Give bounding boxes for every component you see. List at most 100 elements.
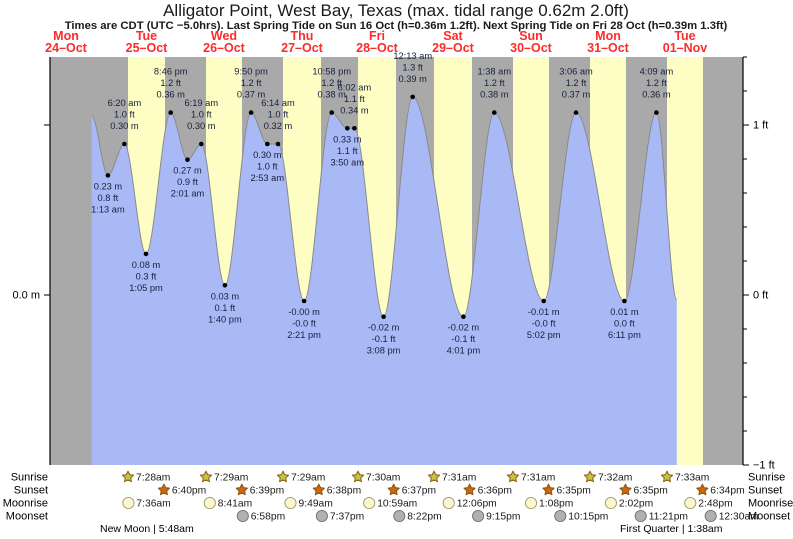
svg-text:1.2 ft: 1.2 ft [566,78,587,88]
svg-text:6:37pm: 6:37pm [402,486,436,497]
svg-text:1.2 ft: 1.2 ft [484,78,505,88]
svg-text:-0.02 m: -0.02 m [368,323,400,333]
svg-text:1.0 ft: 1.0 ft [268,110,289,120]
svg-text:0.9 ft: 0.9 ft [177,177,198,187]
svg-text:1:40 pm: 1:40 pm [208,314,242,324]
svg-text:1.2 ft: 1.2 ft [241,78,262,88]
svg-text:28–Oct: 28–Oct [356,41,399,55]
svg-text:6:11 pm: 6:11 pm [608,330,641,340]
svg-text:-0.0 ft: -0.0 ft [292,319,316,329]
svg-text:6:19 am: 6:19 am [185,98,219,108]
svg-text:Moonset: Moonset [6,511,48,523]
svg-text:0.39 m: 0.39 m [398,74,427,84]
svg-text:1.2 ft: 1.2 ft [160,78,181,88]
svg-text:Alligator Point, West Bay, Tex: Alligator Point, West Bay, Texas (max. t… [163,1,629,20]
svg-text:1.1 ft: 1.1 ft [344,94,365,104]
svg-text:Moonrise: Moonrise [748,498,793,510]
svg-text:7:31am: 7:31am [442,473,476,484]
svg-text:0.0 m: 0.0 m [12,290,40,302]
svg-text:8:41am: 8:41am [218,499,252,510]
svg-text:0.36 m: 0.36 m [156,90,185,100]
svg-text:0.08 m: 0.08 m [132,260,161,270]
svg-text:11:21pm: 11:21pm [649,512,688,523]
svg-text:6:36pm: 6:36pm [478,486,512,497]
svg-text:0.32 m: 0.32 m [264,121,293,131]
svg-text:-0.02 m: -0.02 m [448,323,480,333]
svg-text:0.38 m: 0.38 m [480,90,509,100]
svg-text:6:35pm: 6:35pm [634,486,668,497]
svg-text:1 ft: 1 ft [753,120,768,132]
svg-text:10:15pm: 10:15pm [568,512,608,523]
svg-text:6:14 am: 6:14 am [261,98,295,108]
svg-text:0.30 m: 0.30 m [187,121,216,131]
svg-text:9:49am: 9:49am [299,499,333,510]
svg-text:7:33am: 7:33am [675,473,709,484]
svg-text:4:01 pm: 4:01 pm [447,346,481,356]
svg-text:27–Oct: 27–Oct [281,41,324,55]
svg-text:7:37pm: 7:37pm [330,512,364,523]
svg-text:Sunset: Sunset [14,485,48,497]
svg-text:-0.01 m: -0.01 m [528,307,560,317]
svg-text:1:08pm: 1:08pm [539,499,573,510]
svg-text:3:06 am: 3:06 am [559,67,593,77]
svg-text:-0.00 m: -0.00 m [288,307,320,317]
svg-text:1.0 ft: 1.0 ft [114,110,135,120]
svg-text:First Quarter | 1:38am: First Quarter | 1:38am [620,523,723,535]
svg-text:7:30am: 7:30am [366,473,400,484]
svg-text:1.0 ft: 1.0 ft [257,162,278,172]
svg-text:31–Oct: 31–Oct [587,41,630,55]
svg-text:7:29am: 7:29am [214,473,248,484]
svg-text:7:36am: 7:36am [136,499,170,510]
svg-text:0.36 m: 0.36 m [642,90,671,100]
svg-text:2:48pm: 2:48pm [698,499,732,510]
svg-text:12:13 am: 12:13 am [393,51,432,61]
svg-text:-0.0 ft: -0.0 ft [532,319,556,329]
svg-text:0.0 ft: 0.0 ft [614,319,635,329]
svg-text:30–Oct: 30–Oct [510,41,553,55]
svg-text:0.3 ft: 0.3 ft [136,271,157,281]
svg-text:0.34 m: 0.34 m [340,105,369,115]
svg-text:2:21 pm: 2:21 pm [287,330,321,340]
svg-text:2:02pm: 2:02pm [619,499,653,510]
svg-text:2:01 am: 2:01 am [171,189,205,199]
svg-text:1:13 am: 1:13 am [91,204,125,214]
svg-text:1.0 ft: 1.0 ft [191,110,212,120]
svg-text:0.30 m: 0.30 m [110,121,139,131]
svg-text:New Moon | 5:48am: New Moon | 5:48am [100,523,194,535]
svg-text:0.30 m: 0.30 m [253,150,282,160]
svg-text:5:02 pm: 5:02 pm [527,330,561,340]
svg-text:0.1 ft: 0.1 ft [215,303,236,313]
svg-text:26–Oct: 26–Oct [203,41,246,55]
svg-text:3:50 am: 3:50 am [331,157,365,167]
svg-text:6:02 am: 6:02 am [338,82,372,92]
svg-text:0.27 m: 0.27 m [173,166,202,176]
svg-text:6:34pm: 6:34pm [710,486,744,497]
svg-text:9:50 pm: 9:50 pm [234,67,268,77]
svg-text:8:22pm: 8:22pm [407,512,441,523]
svg-text:0.33 m: 0.33 m [333,134,362,144]
svg-text:0.23 m: 0.23 m [94,181,123,191]
svg-text:6:35pm: 6:35pm [557,486,591,497]
svg-text:7:31am: 7:31am [521,473,555,484]
svg-text:1:38 am: 1:38 am [478,67,512,77]
svg-text:7:29am: 7:29am [291,473,325,484]
svg-text:1.1 ft: 1.1 ft [337,146,358,156]
svg-text:Sunrise: Sunrise [748,472,785,484]
svg-text:0 ft: 0 ft [753,290,768,302]
svg-text:0.8 ft: 0.8 ft [98,193,119,203]
svg-text:0.03 m: 0.03 m [211,291,240,301]
svg-text:Moonset: Moonset [748,511,790,523]
svg-text:6:39pm: 6:39pm [250,486,284,497]
svg-text:9:15pm: 9:15pm [486,512,520,523]
svg-text:29–Oct: 29–Oct [432,41,475,55]
svg-text:6:20 am: 6:20 am [108,98,142,108]
svg-text:0.01 m: 0.01 m [610,307,639,317]
svg-text:7:32am: 7:32am [598,473,632,484]
svg-text:10:59am: 10:59am [377,499,417,510]
svg-text:24–Oct: 24–Oct [45,41,88,55]
svg-text:1:05 pm: 1:05 pm [129,283,163,293]
svg-text:Sunrise: Sunrise [11,472,48,484]
svg-text:−1 ft: −1 ft [753,460,775,472]
svg-text:1.3 ft: 1.3 ft [402,62,423,72]
svg-text:6:40pm: 6:40pm [172,486,206,497]
